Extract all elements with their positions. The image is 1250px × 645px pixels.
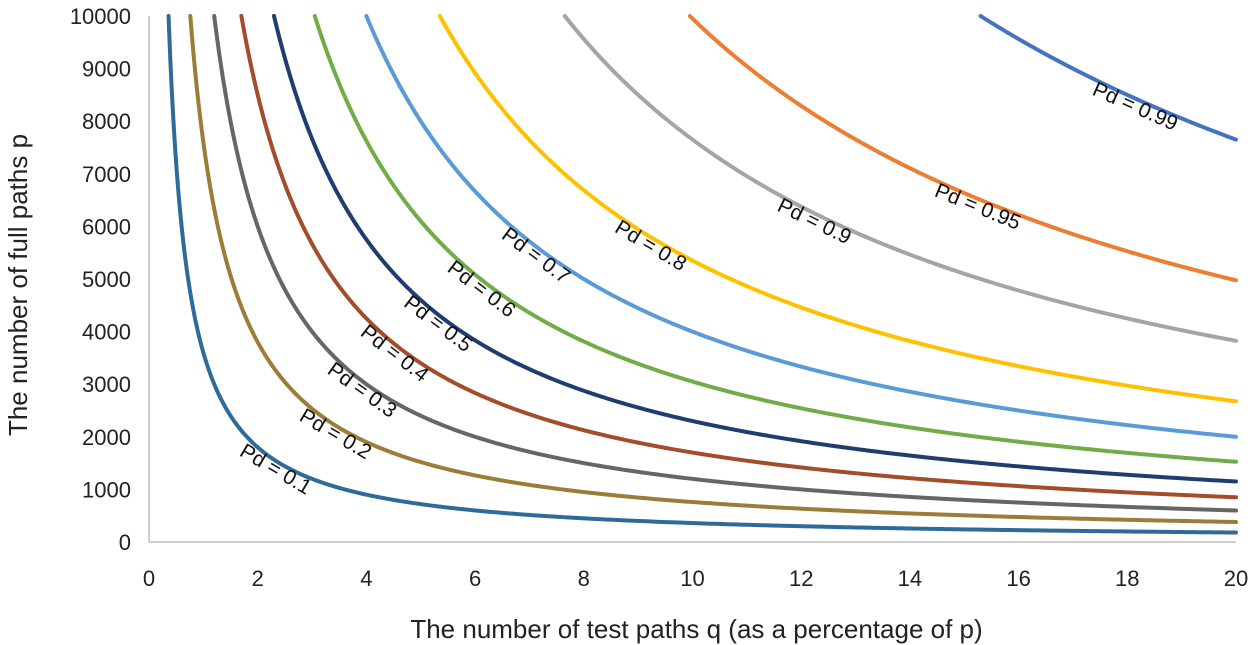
y-tick-label: 8000 — [82, 109, 131, 134]
series-line-pd-0-9 — [562, 14, 1238, 343]
y-tick-label: 4000 — [82, 320, 131, 345]
series-line-pd-0-2 — [188, 14, 1238, 525]
x-tick-label: 2 — [252, 566, 264, 591]
x-tick-label: 16 — [1006, 566, 1030, 591]
y-tick-label: 9000 — [82, 57, 131, 82]
x-tick-label: 14 — [898, 566, 922, 591]
x-tick-label: 4 — [360, 566, 372, 591]
series-line-pd-0-8 — [437, 14, 1238, 404]
y-tick-label: 7000 — [82, 162, 131, 187]
curves — [166, 14, 1238, 535]
y-tick-label: 3000 — [82, 372, 131, 397]
x-tick-label: 18 — [1115, 566, 1139, 591]
series-label: Pd = 0.8 — [611, 216, 690, 276]
series-line-pd-0-1 — [166, 14, 1238, 535]
series-line-pd-0-4 — [239, 14, 1238, 500]
series-line-pd-0-99 — [978, 14, 1238, 142]
axes: 0 2 4 6 8 10 12 14 16 18 20 0 1000 2000 3000 4000 5000 60… — [70, 4, 1248, 591]
y-axis-title: The number of full paths p — [3, 134, 33, 436]
x-tick-label: 6 — [469, 566, 481, 591]
series-label: Pd = 0.2 — [296, 404, 376, 464]
y-tick-label: 2000 — [82, 425, 131, 450]
y-tick-label: 1000 — [82, 477, 131, 502]
series-line-pd-0-3 — [212, 14, 1238, 513]
series-label: Pd = 0.95 — [931, 179, 1023, 235]
series-line-pd-0-95 — [687, 14, 1238, 283]
x-tick-label: 0 — [143, 566, 155, 591]
series-line-pd-0-7 — [364, 14, 1238, 439]
curve-labels: Pd = 0.1Pd = 0.2Pd = 0.3Pd = 0.4Pd = 0.5… — [236, 78, 1181, 500]
x-axis-title: The number of test paths q (as a percent… — [410, 614, 982, 644]
x-tick-label: 8 — [578, 566, 590, 591]
series-label: Pd = 0.9 — [774, 194, 855, 249]
y-tick-label: 0 — [119, 530, 131, 555]
y-tick-label: 10000 — [70, 4, 131, 29]
series-line-pd-0-5 — [272, 14, 1238, 484]
series-label: Pd = 0.7 — [497, 223, 574, 288]
series-label: Pd = 0.99 — [1089, 78, 1181, 136]
series-label: Pd = 0.1 — [236, 440, 316, 500]
x-tick-label: 20 — [1224, 566, 1248, 591]
series-label: Pd = 0.5 — [400, 291, 477, 357]
series-line-pd-0-6 — [312, 14, 1238, 464]
x-tick-label: 12 — [789, 566, 813, 591]
series-label: Pd = 0.4 — [356, 320, 433, 387]
y-tick-label: 5000 — [82, 267, 131, 292]
series-label: Pd = 0.3 — [323, 358, 400, 423]
x-tick-label: 10 — [680, 566, 704, 591]
series-label: Pd = 0.6 — [443, 256, 520, 322]
y-tick-label: 6000 — [82, 214, 131, 239]
